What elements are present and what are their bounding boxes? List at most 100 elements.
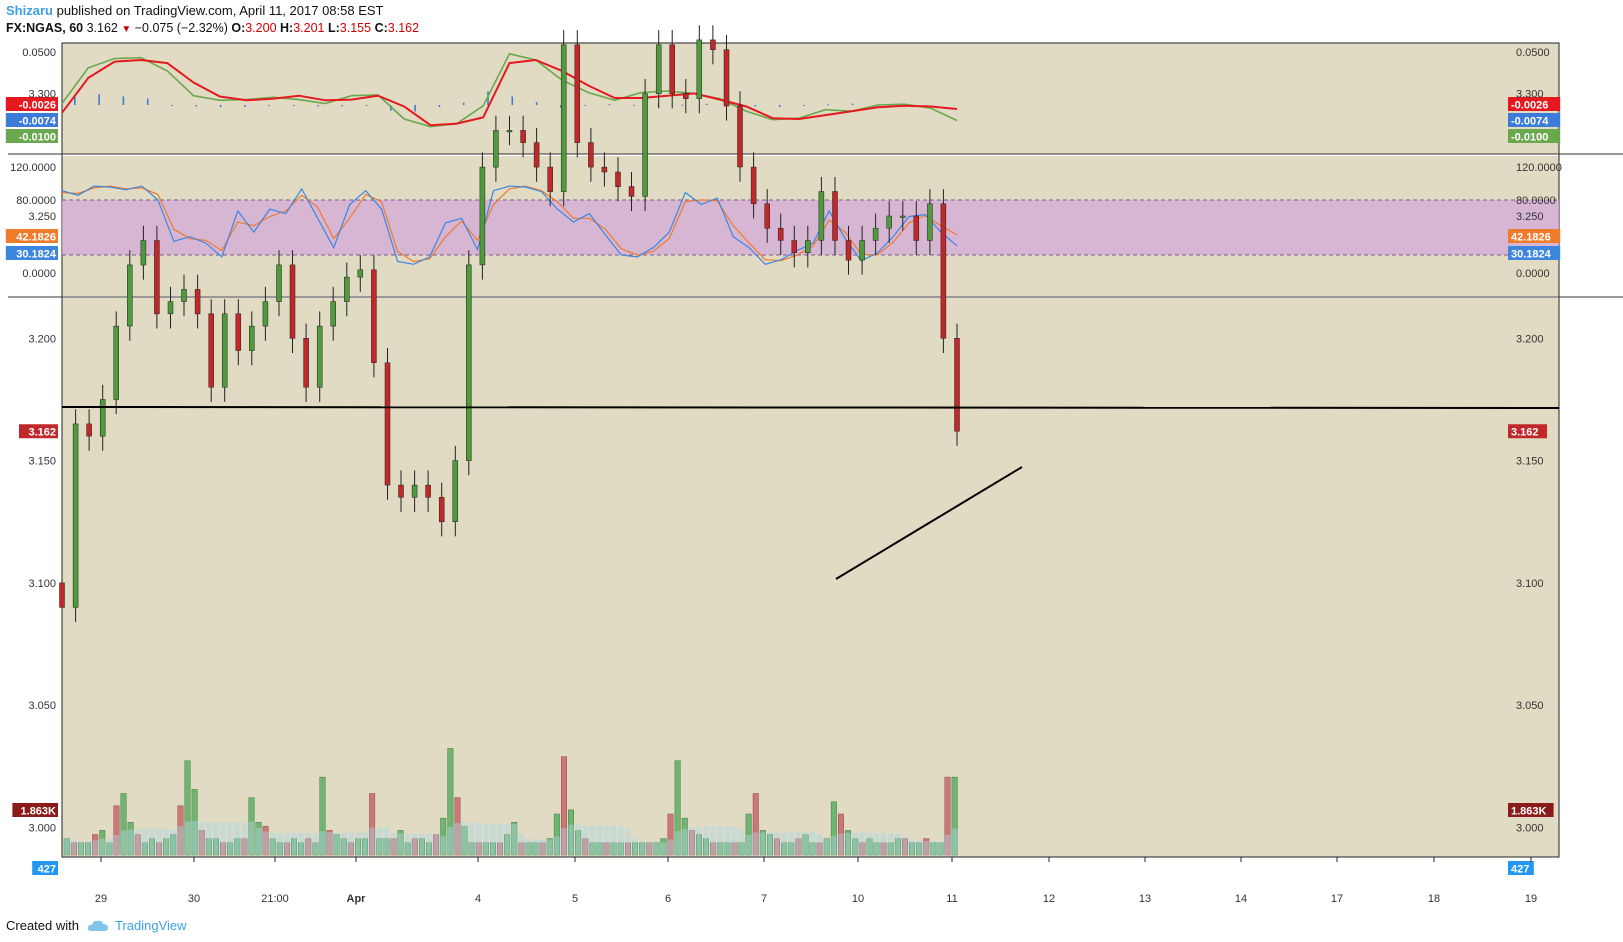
volume-ma-bar: [369, 827, 375, 855]
volume-ma-bar: [433, 833, 439, 855]
volume-ma-bar: [610, 825, 617, 855]
tradingview-link[interactable]: TradingView: [87, 918, 187, 933]
macd-value-left: -0.0074: [19, 116, 57, 128]
candle-up: [127, 264, 133, 327]
high-label: H:: [280, 21, 294, 35]
stoch-value-right: 42.1826: [1511, 232, 1551, 244]
volume-ma-bar: [241, 822, 248, 855]
macd-histogram-bar: [268, 105, 270, 107]
volume-bar: [212, 838, 219, 856]
volume-bar: [347, 842, 354, 856]
volume-bar: [944, 776, 951, 856]
macd-value-left-bg: [5, 129, 59, 143]
volume-ma-bar: [838, 833, 844, 855]
macd-histogram-bar: [754, 105, 757, 107]
volume-bar: [745, 813, 752, 856]
macd-histogram-bar: [292, 105, 295, 106]
volume-ma-bar: [298, 832, 304, 855]
macd-histogram-bar: [122, 96, 125, 105]
price-tick-right: 3.050: [1516, 700, 1544, 712]
volume-value-left-bg: [32, 861, 58, 875]
candle-down: [777, 227, 784, 241]
volume-bar: [63, 838, 70, 856]
candle-up: [805, 240, 811, 253]
macd-histogram-bar: [390, 105, 392, 111]
volume-ma-bar: [667, 839, 674, 855]
candle-down: [208, 313, 214, 388]
candle-up: [859, 240, 865, 261]
volume-bar: [688, 830, 695, 856]
volume-value-right-bg: [1508, 803, 1554, 817]
volume-ma-bar: [92, 840, 98, 855]
volume-ma-bar: [547, 839, 553, 855]
macd-histogram-bar: [705, 103, 708, 105]
macd-histogram-bar: [317, 105, 319, 107]
candle-down: [398, 484, 404, 498]
published-text: published on TradingView.com, April 11, …: [56, 3, 384, 18]
volume-bar: [781, 842, 788, 856]
candle-up: [357, 269, 364, 278]
candle-down: [750, 166, 757, 205]
stoch-value-left: 30.1824: [16, 249, 57, 261]
volume-bar: [603, 842, 610, 856]
candle-down: [154, 240, 160, 315]
trend-line[interactable]: [835, 466, 1023, 580]
volume-bar: [553, 813, 560, 856]
candle-up: [506, 130, 513, 133]
volume-bar: [397, 830, 404, 856]
volume-ma-bar: [284, 833, 290, 855]
volume-ma-bar: [916, 841, 922, 855]
resistance-line[interactable]: [61, 406, 1560, 409]
volume-ma-bar: [888, 833, 894, 855]
candle-down: [913, 215, 920, 241]
volume-ma-bar: [85, 841, 91, 855]
volume-ma-bar: [191, 821, 198, 855]
macd-histogram-bar: [219, 105, 222, 108]
volume-ma-bar: [717, 826, 723, 855]
candle-down: [791, 240, 798, 253]
macd-value-right: -0.0100: [1511, 132, 1548, 144]
candle-up: [316, 325, 323, 388]
volume-bar: [205, 838, 212, 856]
volume-bar: [525, 842, 532, 856]
volume-ma-bar: [902, 837, 908, 855]
volume-bar: [802, 834, 809, 856]
macd-value-left-bg: [5, 97, 59, 111]
volume-ma-bar: [149, 828, 155, 855]
volume-ma-bar: [589, 825, 596, 855]
author-name[interactable]: Shizaru: [6, 3, 53, 18]
volume-ma-bar: [199, 821, 205, 855]
volume-ma-bar: [99, 838, 105, 855]
volume-ma-bar: [788, 832, 794, 856]
open-value: 3.200: [245, 21, 277, 35]
volume-ma-bar: [660, 842, 667, 855]
volume-bar: [596, 842, 603, 856]
candle-up: [479, 166, 486, 266]
price-tick-right: 3.000: [1516, 823, 1544, 835]
candle-down: [737, 105, 743, 168]
candle-down: [710, 39, 716, 50]
volume-ma-bar: [333, 832, 340, 855]
symbol-label: FX:NGAS, 60: [6, 21, 84, 35]
volume-ma-bar: [745, 834, 752, 855]
volume-ma-bar: [923, 841, 929, 855]
volume-ma-bar: [227, 822, 233, 855]
volume-ma-bar: [383, 827, 390, 855]
volume-ma-bar: [674, 831, 681, 855]
candle-down: [845, 240, 852, 261]
volume-ma-bar: [831, 835, 837, 855]
last-price-right-bg: [1508, 424, 1547, 439]
volume-ma-bar: [852, 832, 858, 856]
macd-histogram-bar: [195, 105, 198, 107]
candle-down: [764, 203, 770, 229]
time-tick-label: 13: [1139, 893, 1151, 905]
volume-ma-bar: [305, 832, 311, 855]
stoch-value-right-bg: [1508, 229, 1561, 243]
volume-ma-bar: [816, 834, 823, 855]
volume-bar: [404, 842, 411, 856]
price-change: −0.075 (−2.32%): [134, 21, 228, 35]
candle-down: [723, 49, 730, 107]
stoch-tick-left: 0.0000: [22, 268, 56, 280]
macd-value-left: -0.0100: [19, 132, 56, 144]
